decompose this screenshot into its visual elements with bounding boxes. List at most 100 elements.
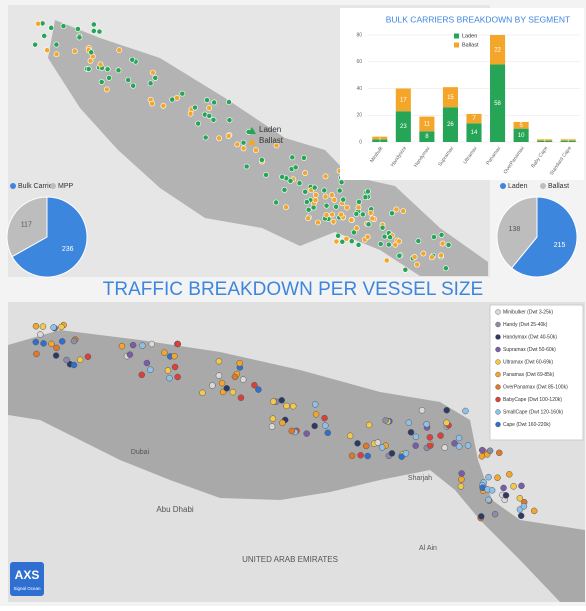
vessel-marker xyxy=(138,371,146,379)
vessel-marker xyxy=(289,154,296,161)
vessel-marker xyxy=(164,367,172,374)
legend-swatch xyxy=(540,183,546,189)
vessel-marker xyxy=(367,209,374,216)
legend-label: Handymax (Dwt 40-50k) xyxy=(503,334,557,340)
vessel-marker xyxy=(530,507,538,515)
legend-swatch xyxy=(495,334,501,340)
vessel-marker xyxy=(437,432,444,439)
vessel-marker xyxy=(218,379,226,387)
headline: TRAFFIC BREAKDOWN PER VESSEL SIZE xyxy=(103,279,483,300)
y-tick-label: 20 xyxy=(356,113,362,119)
vessel-marker xyxy=(364,233,371,240)
vessel-marker xyxy=(273,199,280,206)
vessel-marker xyxy=(322,193,329,200)
vessel-marker xyxy=(283,204,289,211)
vessel-marker xyxy=(229,388,237,396)
vessel-marker xyxy=(179,90,186,97)
value-label: 23 xyxy=(400,124,407,130)
legend-label: Laden xyxy=(462,33,477,39)
legend-label: Ultramax (Dwt 60-69k) xyxy=(503,359,553,365)
vessel-marker xyxy=(355,241,362,248)
vessel-marker xyxy=(71,48,78,55)
value-label: 14 xyxy=(471,130,478,136)
bar-segment xyxy=(490,64,506,142)
bar-segment xyxy=(372,136,388,140)
y-tick-label: 0 xyxy=(359,139,362,145)
vessel-marker xyxy=(268,423,276,430)
vessel-marker xyxy=(312,192,319,198)
vessel-marker xyxy=(385,241,392,248)
legend-swatch xyxy=(495,359,501,365)
vessel-marker xyxy=(491,510,499,518)
pie-slice xyxy=(510,196,578,278)
vessel-marker xyxy=(378,444,386,451)
vessel-marker xyxy=(336,187,343,194)
vessel-marker xyxy=(354,440,361,447)
vessel-marker xyxy=(171,363,179,371)
vessel-marker xyxy=(517,512,525,520)
vessel-marker xyxy=(269,415,277,422)
y-tick-label: 40 xyxy=(356,86,362,92)
vessel-marker xyxy=(407,429,415,436)
vessel-marker xyxy=(346,432,354,440)
vessel-marker xyxy=(438,252,444,259)
value-label: 5 xyxy=(519,123,523,129)
vessel-marker xyxy=(335,232,342,239)
legend-label: Ballast xyxy=(259,136,284,145)
vessel-marker xyxy=(365,421,373,429)
vessel-marker xyxy=(240,145,247,152)
vessel-marker xyxy=(324,429,332,437)
vessel-marker xyxy=(40,340,47,347)
chart-title: BULK CARRIERS BREAKDOWN BY SEGMENT xyxy=(386,14,571,24)
vessel-marker xyxy=(377,241,384,247)
vessel-marker xyxy=(106,74,112,81)
legend-label: SmallCape (Dwt 120-160k) xyxy=(503,409,563,415)
value-label: 1 xyxy=(544,138,546,142)
vessel-marker xyxy=(322,422,329,429)
vessel-marker xyxy=(323,202,330,209)
vessel-marker xyxy=(423,420,430,428)
vessel-marker xyxy=(215,357,223,365)
vessel-marker xyxy=(60,23,67,30)
vessel-marker xyxy=(84,353,92,361)
legend-swatch xyxy=(495,321,501,328)
vessel-marker xyxy=(118,342,126,350)
vessel-marker xyxy=(477,513,485,520)
legend-label: Minibulker (Dwt 3-25k) xyxy=(503,309,553,315)
vessel-marker xyxy=(374,439,382,446)
legend-swatch xyxy=(495,346,501,353)
vessel-marker xyxy=(32,41,39,48)
vessel-marker xyxy=(312,411,320,418)
vessel-marker xyxy=(364,452,371,460)
value-label: 8 xyxy=(425,134,429,140)
legend-swatch xyxy=(495,421,501,428)
vessel-marker xyxy=(402,266,409,273)
pie-slice xyxy=(11,196,88,278)
vessel-marker xyxy=(348,217,355,223)
vessel-marker xyxy=(152,75,159,81)
vessel-marker xyxy=(389,210,395,217)
vessel-marker xyxy=(139,342,146,349)
vessel-marker xyxy=(116,47,123,54)
legend-label: OverPanamax (Dwt 85-100k) xyxy=(503,384,568,390)
vessel-marker xyxy=(192,104,198,111)
vessel-marker xyxy=(206,113,213,119)
bar-segment xyxy=(466,123,482,142)
vessel-marker xyxy=(353,211,360,217)
vessel-marker xyxy=(58,338,66,345)
vessel-marker xyxy=(333,238,340,245)
vessel-marker xyxy=(204,97,210,104)
vessel-marker xyxy=(70,361,78,369)
vessel-marker xyxy=(147,80,154,87)
bar-segment xyxy=(537,139,553,141)
logo xyxy=(10,562,44,596)
vessel-marker xyxy=(76,34,83,41)
legend-label: Laden xyxy=(259,125,281,134)
bar-segment xyxy=(466,113,482,124)
vessel-marker xyxy=(76,356,84,364)
vessel-marker xyxy=(202,134,209,141)
vessel-marker xyxy=(41,32,48,39)
vessel-marker xyxy=(273,142,280,149)
vessel-marker xyxy=(359,211,366,218)
